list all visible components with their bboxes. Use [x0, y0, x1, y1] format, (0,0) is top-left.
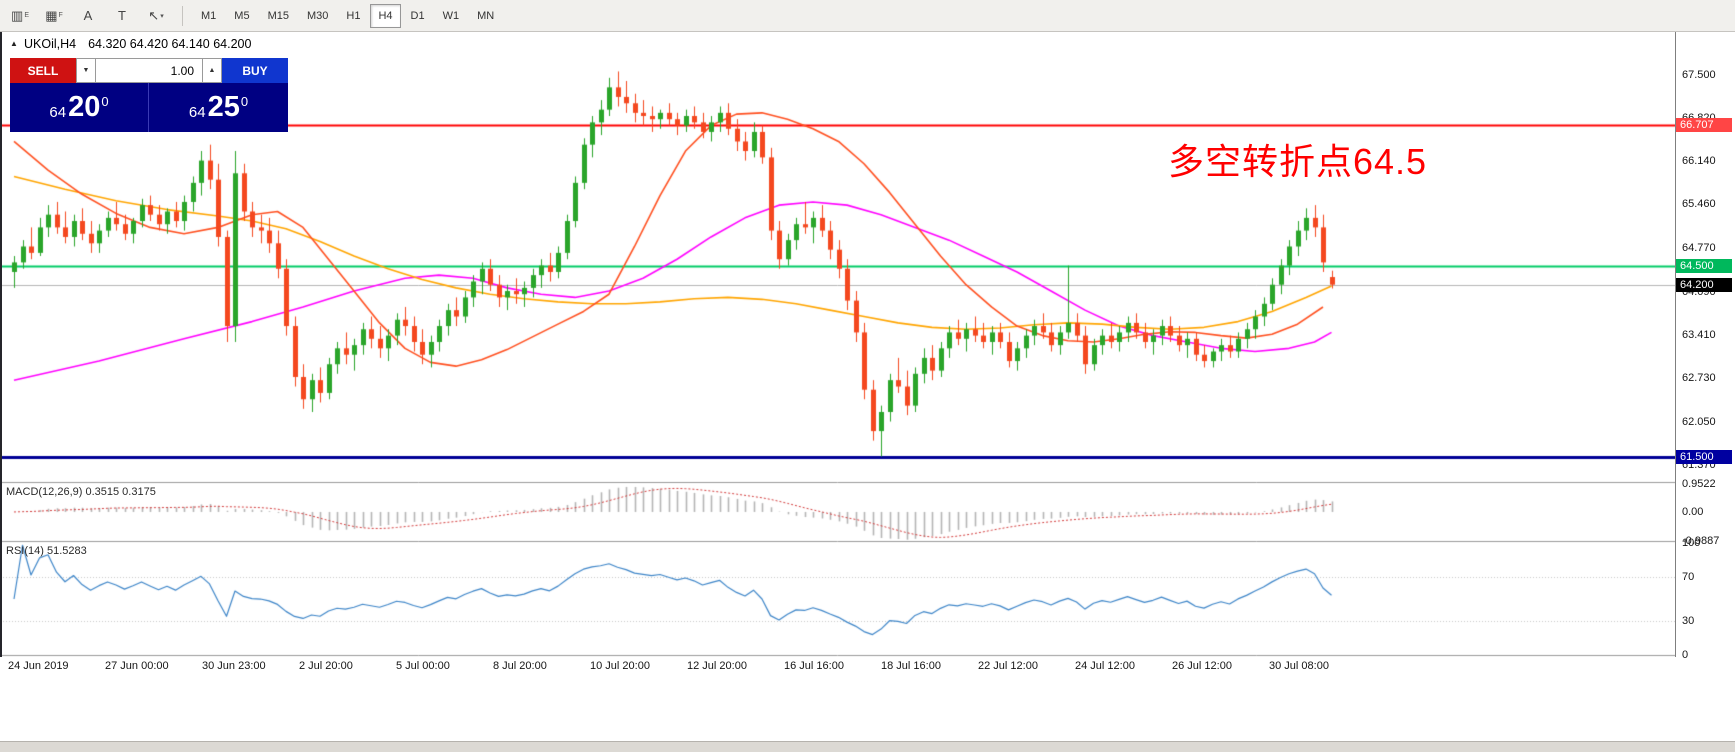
price-axis[interactable]: [1675, 32, 1735, 657]
timeframe-group: M1 M5 M15 M30 H1 H4 D1 W1 MN: [193, 3, 502, 28]
time-axis-label: 10 Jul 20:00: [590, 660, 650, 672]
time-axis-label: 18 Jul 16:00: [881, 660, 941, 672]
buy-price-major: 64: [188, 104, 206, 121]
timeframe-button-H4[interactable]: H4: [370, 3, 401, 28]
time-axis-label: 22 Jul 12:00: [978, 660, 1038, 672]
chart-type-icon[interactable]: ▥ E: [11, 7, 29, 23]
time-axis-label: 30 Jul 08:00: [1269, 660, 1329, 672]
ohlc-values: 64.320 64.420 64.140 64.200: [88, 37, 252, 51]
one-click-trading-panel: SELL ▼ 1.00 ▲ BUY 64 20 0 64 25 0: [10, 58, 288, 132]
chart-canvas[interactable]: [0, 32, 1675, 657]
bottom-status-strip: [0, 741, 1735, 752]
timeframe-button-H1[interactable]: H1: [346, 9, 361, 22]
timeframe-button-M30[interactable]: M30: [306, 9, 329, 22]
text-tool-icon[interactable]: T: [118, 8, 126, 23]
volume-decrease-button[interactable]: ▼: [76, 58, 96, 83]
text-label-icon[interactable]: A: [83, 8, 93, 23]
time-axis-label: 2 Jul 20:00: [299, 660, 353, 672]
triangle-down-icon: ▼: [82, 67, 90, 74]
buy-price-point: 0: [240, 94, 249, 109]
buy-price-pips: 25: [207, 91, 240, 123]
trade-controls-row: SELL ▼ 1.00 ▲ BUY: [10, 58, 288, 83]
chart-annotation-text: 多空转折点64.5: [1168, 141, 1428, 182]
sell-price-major: 64: [49, 104, 67, 121]
quote-header: UKOil,H4 64.320 64.420 64.140 64.200: [24, 37, 251, 51]
time-axis-label: 24 Jun 2019: [8, 660, 69, 672]
trade-prices-row: 64 20 0 64 25 0: [10, 83, 288, 132]
buy-price[interactable]: 64 25 0: [149, 83, 288, 132]
toolbar: ▥ E ▦ F A T ↖ ▾ M1 M5 M15 M30 H1 H4 D1 W1 MN: [0, 0, 1735, 32]
volume-input[interactable]: 1.00: [96, 58, 202, 83]
triangle-up-icon: ▲: [208, 67, 216, 74]
timeframe-button-D1[interactable]: D1: [410, 9, 425, 22]
timeframe-button-M5[interactable]: M5: [234, 9, 250, 22]
timeframe-button-M1[interactable]: M1: [201, 9, 217, 22]
chart-left-border: [0, 32, 2, 657]
toolbar-separator: [182, 5, 183, 26]
expand-trading-icon[interactable]: ▲: [10, 39, 18, 48]
time-axis-label: 12 Jul 20:00: [687, 660, 747, 672]
time-axis-label: 16 Jul 16:00: [784, 660, 844, 672]
time-axis-label: 5 Jul 00:00: [396, 660, 450, 672]
buy-button[interactable]: BUY: [222, 58, 288, 83]
shapes-dropdown-icon[interactable]: ↖ ▾: [148, 7, 164, 23]
macd-panel-title: MACD(12,26,9) 0.3515 0.3175: [6, 486, 156, 498]
drawing-tools-group: ▥ E ▦ F A T ↖ ▾: [4, 3, 172, 29]
time-axis-label: 27 Jun 00:00: [105, 660, 169, 672]
sell-price[interactable]: 64 20 0: [10, 83, 149, 132]
grid-icon[interactable]: ▦ F: [45, 7, 63, 23]
symbol-label: UKOil,H4: [24, 37, 77, 51]
time-axis-label: 8 Jul 20:00: [493, 660, 547, 672]
timeframe-button-W1[interactable]: W1: [442, 9, 460, 22]
volume-increase-button[interactable]: ▲: [202, 58, 222, 83]
rsi-panel-title: RSI(14) 51.5283: [6, 545, 87, 557]
timeframe-button-M15[interactable]: M15: [267, 9, 289, 22]
time-axis-label: 26 Jul 12:00: [1172, 660, 1232, 672]
sell-price-point: 0: [101, 94, 109, 109]
timeframe-button-MN[interactable]: MN: [477, 9, 495, 22]
sell-price-pips: 20: [68, 91, 101, 123]
sell-button[interactable]: SELL: [10, 58, 76, 83]
time-axis-label: 30 Jun 23:00: [202, 660, 266, 672]
time-axis-label: 24 Jul 12:00: [1075, 660, 1135, 672]
